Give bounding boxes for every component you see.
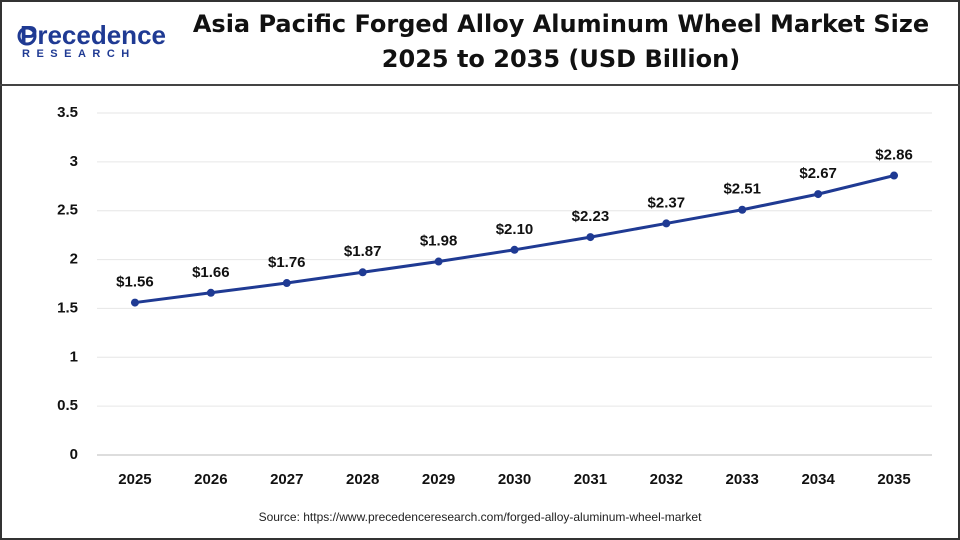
chart-title: Asia Pacific Forged Alloy Aluminum Wheel… — [193, 10, 929, 38]
x-tick-label: 2032 — [650, 471, 683, 488]
x-tick-label: 2031 — [574, 471, 607, 488]
value-label: $2.23 — [572, 208, 610, 225]
value-label: $2.51 — [723, 181, 761, 198]
point — [130, 298, 139, 307]
x-tick-label: 2028 — [346, 471, 379, 488]
value-label: $1.76 — [268, 254, 306, 271]
y-tick-label: 2 — [70, 251, 78, 268]
point — [814, 190, 823, 199]
x-tick-label: 2029 — [422, 471, 455, 488]
source: Source: https://www.precedenceresearch.c… — [259, 510, 703, 524]
value-label: $2.86 — [875, 147, 913, 164]
x-tick-label: 2027 — [270, 471, 303, 488]
x-tick-label: 2025 — [118, 471, 151, 488]
x-tick-label: 2030 — [498, 471, 531, 488]
y-tick-label: 3 — [70, 153, 78, 170]
point — [738, 205, 747, 214]
value-label: $2.10 — [496, 221, 534, 238]
x-tick-label: 2026 — [194, 471, 227, 488]
value-label: $2.67 — [799, 165, 837, 182]
point — [510, 245, 519, 254]
point — [890, 171, 899, 180]
logo-tagline: RESEARCH — [22, 48, 136, 60]
point — [586, 233, 595, 242]
x-tick-label: 2033 — [726, 471, 759, 488]
value-label: $1.56 — [116, 274, 154, 291]
point — [206, 288, 215, 297]
y-tick-label: 1 — [70, 348, 78, 365]
y-tick-label: 1.5 — [57, 299, 78, 316]
point — [282, 279, 291, 288]
value-label: $1.98 — [420, 232, 458, 249]
value-label: $1.87 — [344, 243, 382, 260]
x-tick-label: 2035 — [877, 471, 910, 488]
point — [434, 257, 443, 266]
chart-title: 2025 to 2035 (USD Billion) — [382, 45, 740, 73]
logo-mark — [17, 26, 37, 46]
point — [358, 268, 367, 277]
value-label: $1.66 — [192, 264, 230, 281]
x-tick-label: 2034 — [801, 471, 835, 488]
y-tick-label: 2.5 — [57, 202, 78, 219]
logo-name: Precedence — [20, 20, 166, 50]
y-tick-label: 0 — [70, 446, 78, 463]
value-label: $2.37 — [648, 194, 686, 211]
y-tick-label: 0.5 — [57, 397, 78, 414]
y-tick-label: 3.5 — [57, 104, 78, 121]
logo: Precedence RESEARCH — [17, 20, 166, 60]
point — [662, 219, 671, 228]
